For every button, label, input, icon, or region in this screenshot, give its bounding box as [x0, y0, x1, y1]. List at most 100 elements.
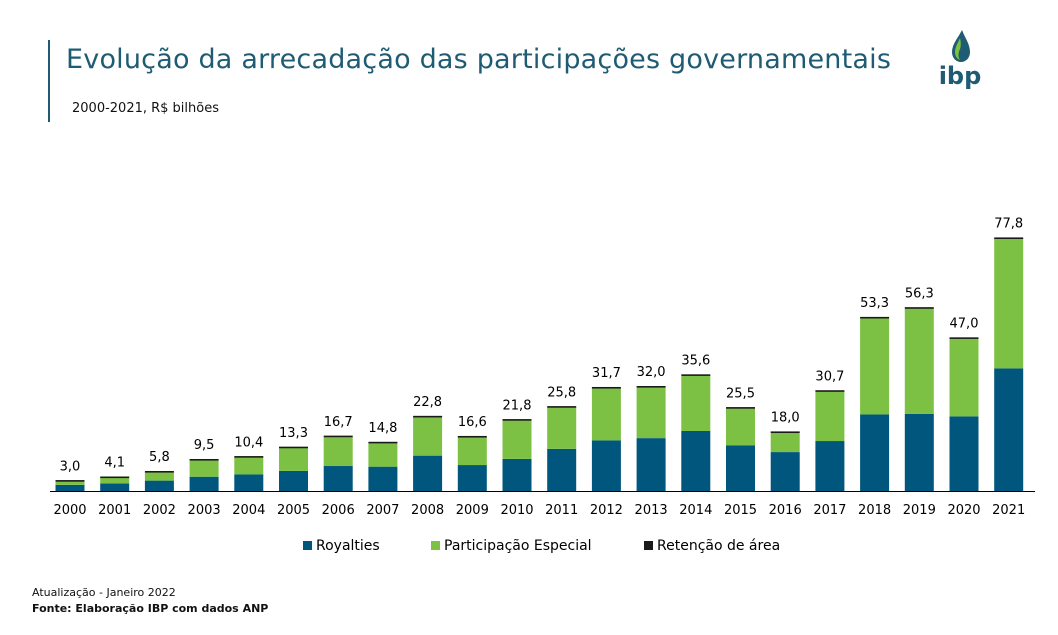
bar-royalties-2009: [457, 465, 487, 491]
bar-participacao-2013: [636, 387, 666, 439]
data-label-2012: 31,7: [592, 366, 621, 381]
bar-retencao-2014: [681, 374, 711, 376]
x-tick-2017: 2017: [813, 503, 846, 518]
data-label-2009: 16,6: [458, 415, 487, 430]
data-label-2018: 53,3: [860, 296, 889, 311]
bar-participacao-2020: [949, 338, 979, 417]
data-label-2020: 47,0: [950, 317, 979, 332]
data-label-2013: 32,0: [637, 365, 666, 380]
data-label-2000: 3,0: [60, 459, 81, 474]
bar-retencao-2006: [323, 435, 353, 438]
bar-royalties-2003: [189, 476, 219, 491]
data-label-2006: 16,7: [324, 415, 353, 430]
bar-royalties-2006: [323, 466, 353, 491]
bar-retencao-2003: [189, 458, 219, 461]
bar-royalties-2016: [770, 452, 800, 491]
data-label-2015: 25,5: [726, 386, 755, 401]
bar-participacao-2000: [55, 481, 85, 485]
bar-royalties-2017: [815, 441, 845, 491]
legend-retencao-label: Retenção de área: [657, 538, 780, 554]
chart-subtitle: 2000-2021, R$ bilhões: [72, 101, 219, 116]
x-tick-2014: 2014: [679, 503, 712, 518]
bar-royalties-2011: [547, 448, 577, 491]
bar-retencao-2019: [904, 307, 934, 309]
bar-participacao-2005: [279, 447, 308, 471]
bar-retencao-2016: [770, 431, 800, 434]
bar-retencao-2008: [413, 415, 443, 418]
bar-royalties-2000: [55, 484, 85, 491]
bar-participacao-2002: [144, 472, 174, 481]
bar-retencao-2005: [279, 446, 308, 449]
x-tick-2018: 2018: [858, 503, 891, 518]
bar-participacao-2019: [904, 308, 934, 414]
x-tick-2006: 2006: [322, 503, 355, 518]
bar-participacao-2018: [860, 318, 890, 415]
bar-retencao-2017: [815, 390, 845, 392]
bar-royalties-2004: [234, 474, 264, 491]
bar-retencao-2009: [457, 435, 487, 438]
x-tick-2009: 2009: [456, 503, 489, 518]
data-label-2014: 35,6: [681, 354, 710, 369]
bar-royalties-2005: [279, 470, 308, 491]
legend-retencao-swatch: [644, 541, 653, 550]
data-label-2011: 25,8: [547, 385, 576, 400]
legend-royalties-label: Royalties: [316, 538, 380, 554]
x-tick-2021: 2021: [992, 503, 1025, 518]
legend-participacao-swatch: [431, 541, 440, 550]
data-label-2007: 14,8: [368, 421, 397, 436]
bar-royalties-2007: [368, 466, 398, 491]
data-label-2019: 56,3: [905, 286, 934, 301]
x-tick-2003: 2003: [188, 503, 221, 518]
x-tick-2005: 2005: [277, 503, 310, 518]
bar-participacao-2006: [323, 436, 353, 467]
bar-royalties-2015: [726, 445, 755, 491]
data-label-2008: 22,8: [413, 395, 442, 410]
data-label-2016: 18,0: [771, 411, 800, 426]
bar-royalties-2001: [100, 483, 130, 491]
bar-participacao-2016: [770, 432, 800, 453]
bar-royalties-2019: [904, 413, 934, 491]
data-label-2002: 5,8: [149, 450, 170, 465]
bar-participacao-2009: [457, 437, 487, 466]
bar-royalties-2014: [681, 430, 711, 491]
data-label-2010: 21,8: [503, 398, 532, 413]
ibp-logo: ibp: [930, 28, 990, 94]
x-tick-2012: 2012: [590, 503, 623, 518]
bar-retencao-2000: [55, 480, 85, 482]
bar-participacao-2004: [234, 457, 264, 475]
x-tick-2015: 2015: [724, 503, 757, 518]
data-label-2004: 10,4: [234, 435, 263, 450]
bar-royalties-2012: [591, 440, 621, 491]
bar-participacao-2007: [368, 442, 398, 467]
logo-text: ibp: [938, 62, 982, 90]
bar-retencao-2020: [949, 337, 979, 339]
bar-royalties-2002: [144, 480, 174, 491]
bar-participacao-2015: [726, 408, 755, 446]
bar-retencao-2015: [726, 407, 755, 409]
bar-royalties-2018: [860, 414, 890, 491]
bar-royalties-2008: [413, 455, 443, 491]
x-tick-2013: 2013: [635, 503, 668, 518]
bar-retencao-2007: [368, 441, 398, 444]
bar-participacao-2008: [413, 417, 443, 456]
x-tick-2011: 2011: [545, 503, 578, 518]
bar-royalties-2021: [994, 368, 1024, 491]
legend-participacao-label: Participação Especial: [444, 538, 592, 554]
x-tick-2008: 2008: [411, 503, 444, 518]
data-label-2003: 9,5: [194, 438, 215, 453]
x-tick-2000: 2000: [53, 503, 86, 518]
x-tick-2010: 2010: [500, 503, 533, 518]
bar-retencao-2018: [860, 316, 890, 319]
bar-participacao-2012: [591, 388, 621, 441]
bar-retencao-2010: [502, 419, 532, 421]
x-tick-2007: 2007: [366, 503, 399, 518]
bar-retencao-2021: [994, 237, 1024, 240]
chart-title: Evolução da arrecadação das participaçõe…: [66, 44, 892, 75]
bar-retencao-2012: [591, 386, 621, 389]
bar-retencao-2004: [234, 456, 264, 458]
x-tick-2016: 2016: [769, 503, 802, 518]
bar-retencao-2013: [636, 385, 666, 388]
bar-retencao-2001: [100, 476, 130, 479]
bar-participacao-2014: [681, 375, 711, 431]
